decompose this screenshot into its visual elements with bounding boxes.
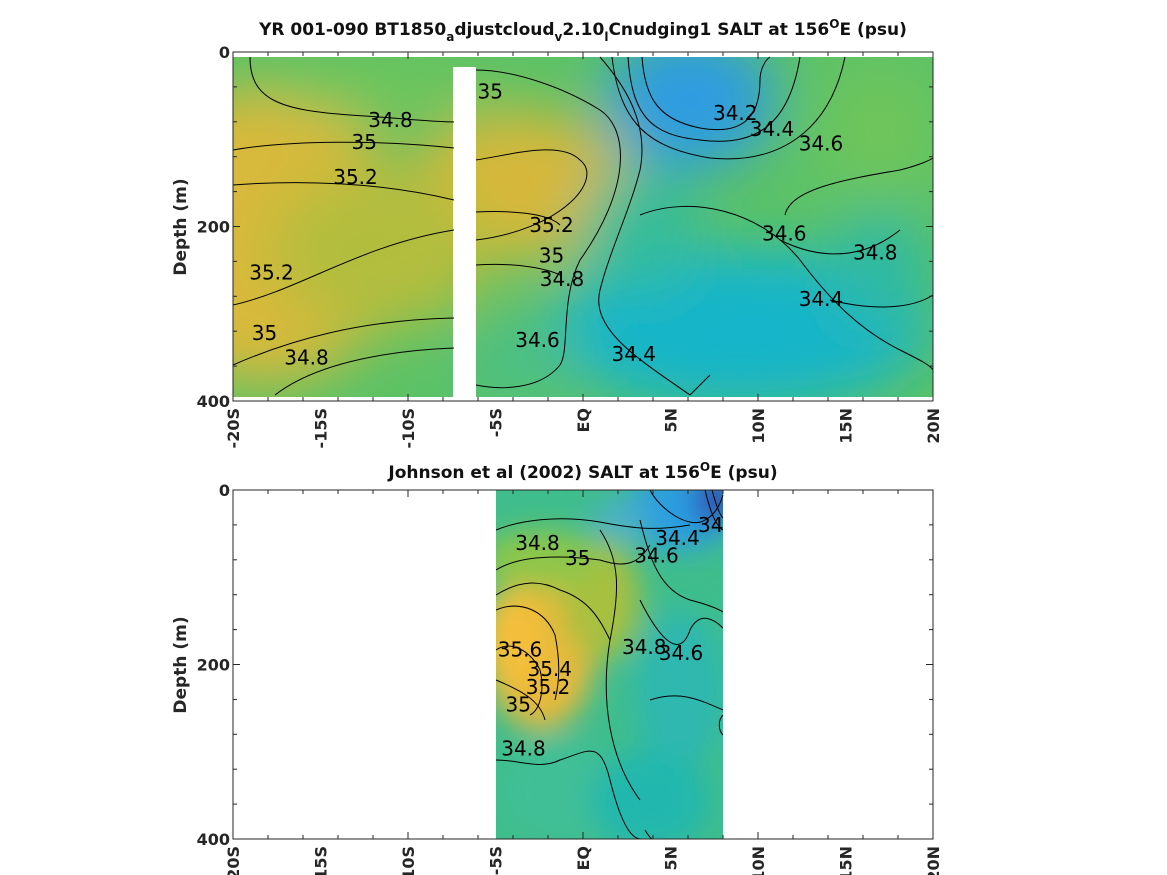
top-x-tick-label: -20S	[224, 408, 243, 448]
bottom-x-tick-label: 5N	[662, 846, 681, 871]
bottom-y-tick-label: 400	[197, 830, 230, 849]
top-x-tick-label: -5S	[487, 408, 506, 437]
top-y-axis-label: Depth (m)	[171, 178, 191, 275]
bottom-x-tick-label: 15N	[837, 846, 856, 875]
bottom-contour-label: 34.8	[622, 635, 667, 659]
bottom-contour-label: 35.6	[498, 638, 543, 662]
bottom-y-tick-label: 0	[219, 481, 230, 500]
bottom-x-tick-label: 20N	[924, 846, 943, 875]
bottom-contour-labels: 34.83534.434.63435.635.435.23534.834.834…	[498, 513, 724, 760]
bottom-y-ticks: 0 200 400	[197, 481, 933, 849]
top-chart-title: YR 001-090 BT1850adjustcloudv2.10lCnudgi…	[258, 17, 907, 44]
top-contour-label: 35.2	[249, 261, 294, 285]
top-contour-label: 34.6	[762, 221, 807, 245]
top-x-tick-label: 15N	[837, 408, 856, 444]
bottom-panel: 34.83534.434.63435.635.435.23534.834.834…	[171, 460, 943, 875]
bottom-contour-label: 35.4	[527, 657, 572, 681]
top-y-tick-label: 0	[219, 43, 230, 62]
top-x-tick-label: -15S	[312, 408, 331, 448]
top-x-ticks: -20S -15S -10S -5S EQ 5N 10N 15N 20N	[224, 52, 943, 448]
bottom-contour-label: 35	[506, 693, 531, 717]
bottom-contour-label: 34.8	[515, 531, 560, 555]
top-x-tick-label: 10N	[749, 408, 768, 444]
top-contour-label: 34.4	[799, 287, 844, 311]
top-contour-label: 34.8	[540, 267, 585, 291]
top-contour-label: 34.2	[713, 101, 758, 125]
top-x-tick-label: 20N	[924, 408, 943, 444]
bottom-x-tick-label: -15S	[312, 846, 331, 875]
bottom-x-ticks: -20S -15S -10S -5S EQ 5N 10N 15N 20N	[224, 490, 943, 875]
bottom-contour-label: 34	[698, 513, 723, 537]
top-y-ticks: 0 200 400	[197, 43, 933, 411]
top-contour-label: 34.4	[750, 117, 795, 141]
top-contour-label: 34.4	[611, 342, 656, 366]
top-x-tick-label: 5N	[662, 408, 681, 433]
top-missing-data-gap	[453, 67, 476, 402]
bottom-contour-label: 34.4	[655, 526, 700, 550]
bottom-contour-label: 34.6	[634, 543, 679, 567]
bottom-y-axis-label: Depth (m)	[171, 616, 191, 713]
top-contour-label: 34.8	[853, 241, 898, 265]
bottom-contour-label: 35.2	[526, 675, 571, 699]
bottom-chart-title: Johnson et al (2002) SALT at 156OE (psu)	[387, 460, 777, 483]
top-contour-label: 35	[252, 321, 277, 345]
bottom-contour-label: 35	[565, 546, 590, 570]
top-contour-label: 34.8	[284, 345, 329, 369]
top-contour-label: 35	[352, 130, 377, 154]
top-y-tick-label: 200	[197, 218, 230, 237]
bottom-x-tick-label: -20S	[224, 846, 243, 875]
bottom-x-tick-label: 10N	[749, 846, 768, 875]
top-contour-label: 35.2	[529, 213, 574, 237]
top-x-tick-label: -10S	[399, 408, 418, 448]
bottom-x-tick-label: -5S	[487, 846, 506, 875]
top-contour-label: 35.2	[333, 165, 378, 189]
bottom-contours	[495, 489, 724, 840]
top-contour-label: 34.8	[368, 108, 413, 132]
top-y-tick-label: 400	[197, 392, 230, 411]
bottom-y-tick-label: 200	[197, 656, 230, 675]
bottom-contour-label: 34.6	[659, 641, 704, 665]
top-contour-label: 35	[478, 79, 503, 103]
top-x-tick-label: EQ	[574, 408, 593, 433]
top-panel: 34.83535.235.23534.83535.23534.834.634.4…	[171, 17, 943, 448]
bottom-contour-label: 34.8	[501, 736, 546, 760]
bottom-x-tick-label: EQ	[574, 846, 593, 871]
top-contour-label: 34.6	[799, 132, 844, 156]
top-contour-label: 34.6	[515, 328, 560, 352]
top-contours	[232, 56, 934, 396]
bottom-x-tick-label: -10S	[399, 846, 418, 875]
top-contour-label: 35	[539, 243, 564, 267]
top-contour-labels: 34.83535.235.23534.83535.23534.834.634.4…	[249, 79, 897, 369]
